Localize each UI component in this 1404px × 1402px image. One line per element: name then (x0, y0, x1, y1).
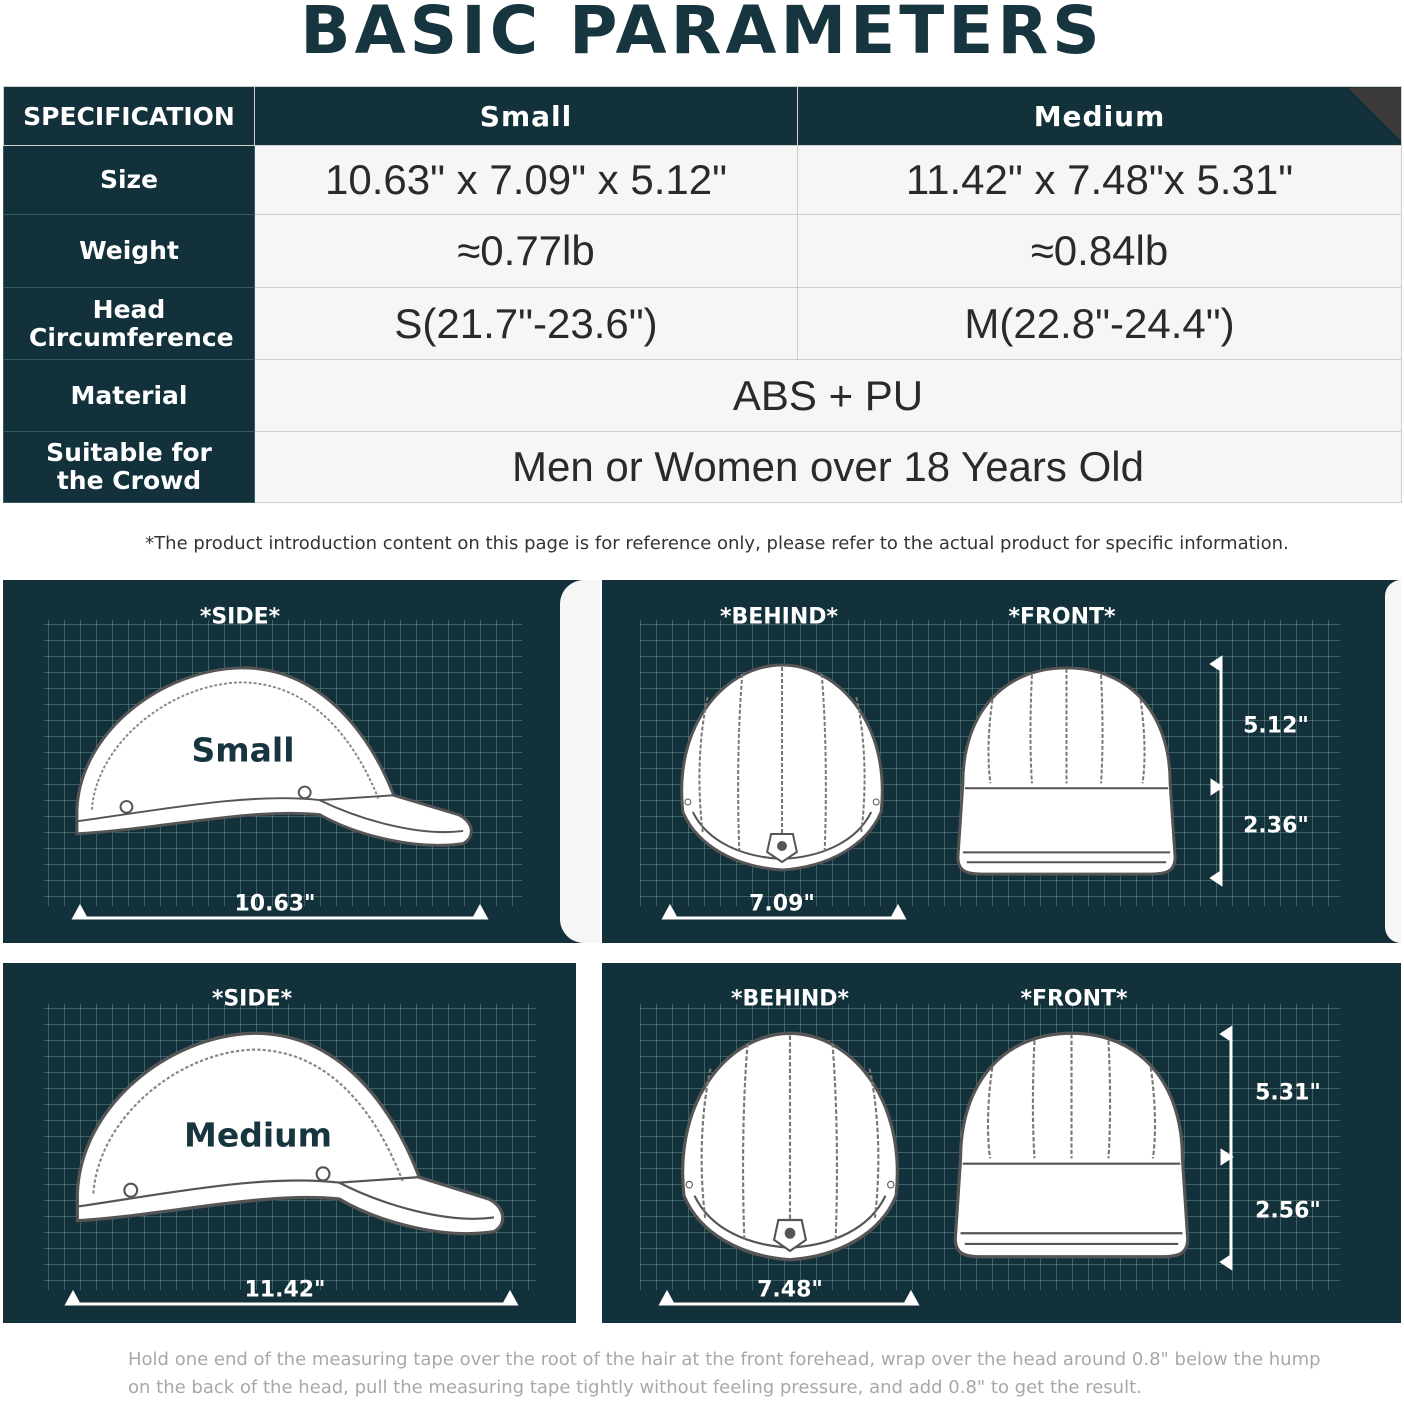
medium-width: 7.48" (757, 1277, 823, 1303)
medium-size-name: Medium (183, 1115, 333, 1155)
table-row: Material ABS + PU (3, 359, 1402, 432)
small-height-top: 5.12" (1243, 713, 1309, 739)
dimension-arrows (64, 655, 1234, 1306)
row-label: Weight (3, 214, 255, 288)
small-behind-label: *BEHIND* (719, 604, 839, 630)
small-front-label: *FRONT* (1008, 604, 1116, 630)
medium-front-label: *FRONT* (1020, 986, 1128, 1012)
small-height-bottom: 2.36" (1243, 813, 1309, 839)
small-width: 7.09" (749, 891, 815, 917)
panel-divider (1385, 580, 1401, 943)
cell-small: S(21.7"-23.6") (254, 287, 798, 360)
cell-both: Men or Women over 18 Years Old (254, 431, 1402, 503)
medium-behind-label: *BEHIND* (730, 986, 850, 1012)
spec-table: SPECIFICATION Small Medium Size 10.63" x… (3, 86, 1402, 503)
measuring-instructions-line-2: on the back of the head, pull the measur… (128, 1377, 1142, 1398)
row-label-text: Head Circumference (29, 294, 234, 352)
cell-medium: 11.42" x 7.48"x 5.31" (797, 145, 1402, 215)
table-row: Weight ≈0.77lb ≈0.84lb (3, 214, 1402, 288)
small-size-name: Small (191, 730, 295, 770)
row-label: Head Circumference (3, 287, 255, 360)
table-row: Suitable for the Crowd Men or Women over… (3, 431, 1402, 503)
cell-medium: ≈0.84lb (797, 214, 1402, 288)
medium-length: 11.42" (244, 1277, 326, 1303)
row-label-text: Suitable for the Crowd (46, 438, 212, 495)
cell-both: ABS + PU (254, 359, 1402, 432)
header-medium: Medium (797, 86, 1402, 146)
disclaimer-note: *The product introduction content on thi… (145, 533, 1289, 554)
small-front-helmet (956, 666, 1177, 876)
medium-height-top: 5.31" (1255, 1080, 1321, 1106)
medium-side-label: *SIDE* (211, 986, 293, 1012)
medium-front-helmet (953, 1031, 1190, 1259)
small-length: 10.63" (234, 891, 316, 917)
table-header-row: SPECIFICATION Small Medium (3, 86, 1402, 146)
panel-divider (560, 580, 600, 943)
row-label: Suitable for the Crowd (3, 431, 255, 503)
header-specification: SPECIFICATION (3, 86, 255, 146)
header-small: Small (254, 86, 798, 146)
table-row: Head Circumference S(21.7"-23.6") M(22.8… (3, 287, 1402, 360)
medium-height-bottom: 2.56" (1255, 1198, 1321, 1224)
measuring-instructions-line-1: Hold one end of the measuring tape over … (128, 1349, 1321, 1370)
cell-small: ≈0.77lb (254, 214, 798, 288)
cell-small: 10.63" x 7.09" x 5.12" (254, 145, 798, 215)
small-side-label: *SIDE* (199, 604, 281, 630)
page-title: BASIC PARAMETERS (300, 0, 1104, 69)
table-row: Size 10.63" x 7.09" x 5.12" 11.42" x 7.4… (3, 145, 1402, 215)
